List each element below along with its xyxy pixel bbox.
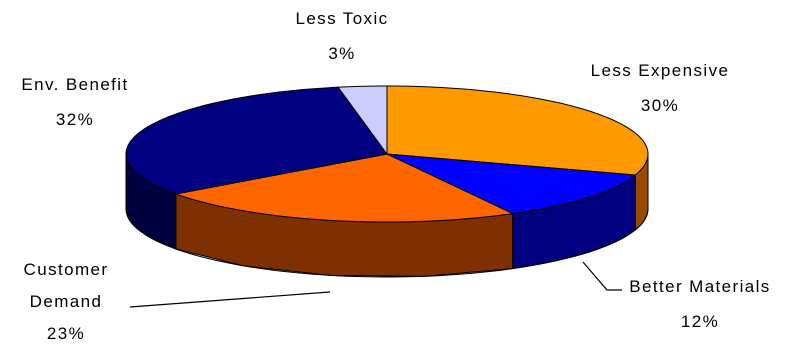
label-customer-demand-line1: Customer [24, 260, 109, 279]
slice-env-benefit [125, 86, 388, 195]
value-less-toxic: 3% [328, 44, 355, 63]
slice-labels: Less Expensive 30% Better Materials 12% Cust… [21, 9, 770, 343]
value-less-expensive: 30% [641, 96, 679, 115]
slice-less-toxic [337, 85, 388, 156]
pie-bottom-rim [125, 208, 649, 278]
label-customer-demand-line2: Demand [30, 292, 103, 311]
value-customer-demand: 23% [47, 324, 85, 343]
value-better-materials: 12% [681, 312, 719, 331]
leader-better-materials [582, 261, 622, 291]
slice-customer-demand [173, 153, 515, 223]
slice-better-materials [386, 153, 637, 215]
leader-lines [129, 261, 622, 308]
label-less-toxic: Less Toxic [295, 9, 388, 28]
value-env-benefit: 32% [56, 110, 94, 129]
slice-less-expensive [386, 85, 649, 176]
pie-slices [125, 85, 649, 223]
leader-customer-demand [129, 291, 331, 308]
pie-sides [125, 153, 649, 278]
label-better-materials: Better Materials [629, 277, 770, 296]
label-less-expensive: Less Expensive [591, 61, 730, 80]
label-env-benefit: Env. Benefit [21, 75, 128, 94]
